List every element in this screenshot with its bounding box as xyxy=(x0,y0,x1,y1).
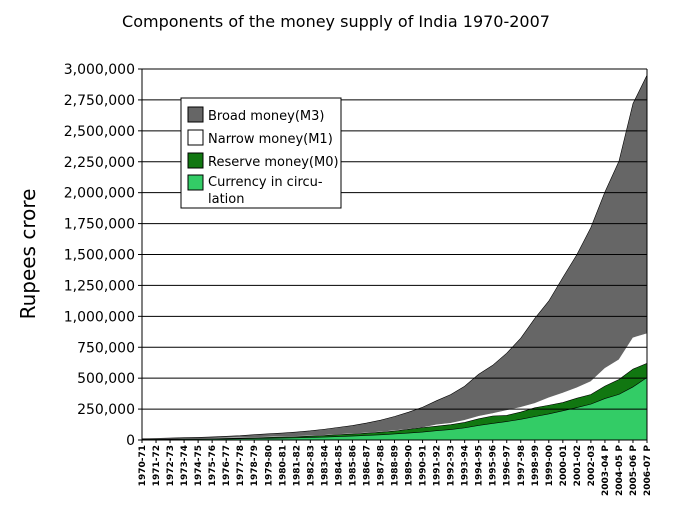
x-tick-label: 1982-83 xyxy=(306,445,316,486)
legend-label-3: Reserve money(M0) xyxy=(208,155,339,170)
x-tick-label: 1997-98 xyxy=(517,445,527,486)
x-tick-label: 1995-96 xyxy=(489,445,499,486)
x-tick-label: 1971-72 xyxy=(152,445,162,486)
y-tick-label: 1,250,000 xyxy=(64,278,135,294)
x-tick-label: 2006-07 P xyxy=(643,445,653,496)
x-tick-label: 2005-06 P xyxy=(629,445,639,496)
x-tick-label: 2002-03 xyxy=(587,445,597,486)
x-tick-label: 1993-94 xyxy=(461,445,471,486)
x-tick-label: 1994-95 xyxy=(475,445,485,486)
x-tick-label: 1979-80 xyxy=(264,445,274,486)
x-tick-label: 1983-84 xyxy=(320,445,330,486)
x-tick-label: 1998-99 xyxy=(531,445,541,486)
y-tick-label: 2,500,000 xyxy=(64,124,135,140)
x-tick-label: 1987-88 xyxy=(376,445,386,486)
y-tick-label: 2,250,000 xyxy=(64,155,135,171)
plot-area: 0 250,000 500,000 750,000 1,000,000 1,250,000… xyxy=(64,62,653,496)
x-tick-label: 1990-91 xyxy=(419,445,429,486)
y-tick-label: 1,500,000 xyxy=(64,248,135,264)
x-tick-label: 1978-79 xyxy=(250,445,260,486)
x-tick-label: 1991-92 xyxy=(433,445,443,486)
x-tick-label: 1985-86 xyxy=(348,445,358,486)
x-tick-label: 1996-97 xyxy=(503,445,513,486)
x-tick-label: 1992-93 xyxy=(447,445,457,486)
x-tick-label: 1980-81 xyxy=(278,445,288,486)
y-tick-label: 1,000,000 xyxy=(64,309,135,325)
y-tick-label: 500,000 xyxy=(77,371,135,387)
x-tick-label: 2003-04 P xyxy=(601,445,611,496)
legend-swatch-2 xyxy=(187,129,204,146)
y-tick-labels: 0 250,000 500,000 750,000 1,000,000 1,250,000… xyxy=(64,62,142,449)
x-tick-label: 1981-82 xyxy=(292,445,302,486)
legend-label-4: lation xyxy=(208,192,244,207)
legend-swatch-1 xyxy=(187,106,204,123)
legend-label-2: Narrow money(M1) xyxy=(208,132,333,147)
legend-label-4: Currency in circu- xyxy=(208,175,323,190)
x-tick-label: 1972-73 xyxy=(166,445,176,486)
x-tick-label: 1974-75 xyxy=(194,445,204,486)
series-area-4 xyxy=(141,376,648,441)
y-tick-label: 250,000 xyxy=(77,402,135,418)
y-tick-label: 750,000 xyxy=(77,340,135,356)
series-areas xyxy=(141,75,648,441)
chart-title: Components of the money supply of India … xyxy=(122,12,550,31)
y-tick-label: 2,750,000 xyxy=(64,93,135,109)
y-tick-label: 2,000,000 xyxy=(64,186,135,202)
legend-label-1: Broad money(M3) xyxy=(208,109,324,124)
x-tick-label: 1975-76 xyxy=(208,445,218,486)
x-tick-label: 1977-78 xyxy=(236,445,246,486)
x-tick-label: 1976-77 xyxy=(222,445,232,486)
x-tick-label: 2004-05 P xyxy=(615,445,625,496)
y-tick-label: 1,750,000 xyxy=(64,217,135,233)
y-tick-label: 0 xyxy=(126,433,135,449)
x-tick-labels: 1970-71 1971-72 1972-73 1973-74 1974-75 1975-… xyxy=(138,440,653,496)
legend-swatch-4 xyxy=(187,174,204,191)
x-tick-label: 1989-90 xyxy=(405,445,415,486)
x-tick-label: 1984-85 xyxy=(334,445,344,486)
x-tick-label: 2000-01 xyxy=(559,445,569,486)
legend: Broad money(M3) Narrow money(M1) Reserve m… xyxy=(180,97,342,209)
x-tick-label: 2001-02 xyxy=(573,445,583,486)
x-tick-label: 1988-89 xyxy=(391,445,401,486)
y-axis-label: Rupees crore xyxy=(16,189,40,320)
legend-box xyxy=(180,97,342,209)
y-tick-label: 3,000,000 xyxy=(64,62,135,78)
x-tick-label: 1986-87 xyxy=(362,445,372,486)
x-tick-label: 1970-71 xyxy=(138,445,148,486)
x-tick-label: 1973-74 xyxy=(180,445,190,486)
series-area-1 xyxy=(141,75,648,441)
x-tick-label: 1999-00 xyxy=(545,445,555,486)
legend-swatch-3 xyxy=(187,152,204,169)
